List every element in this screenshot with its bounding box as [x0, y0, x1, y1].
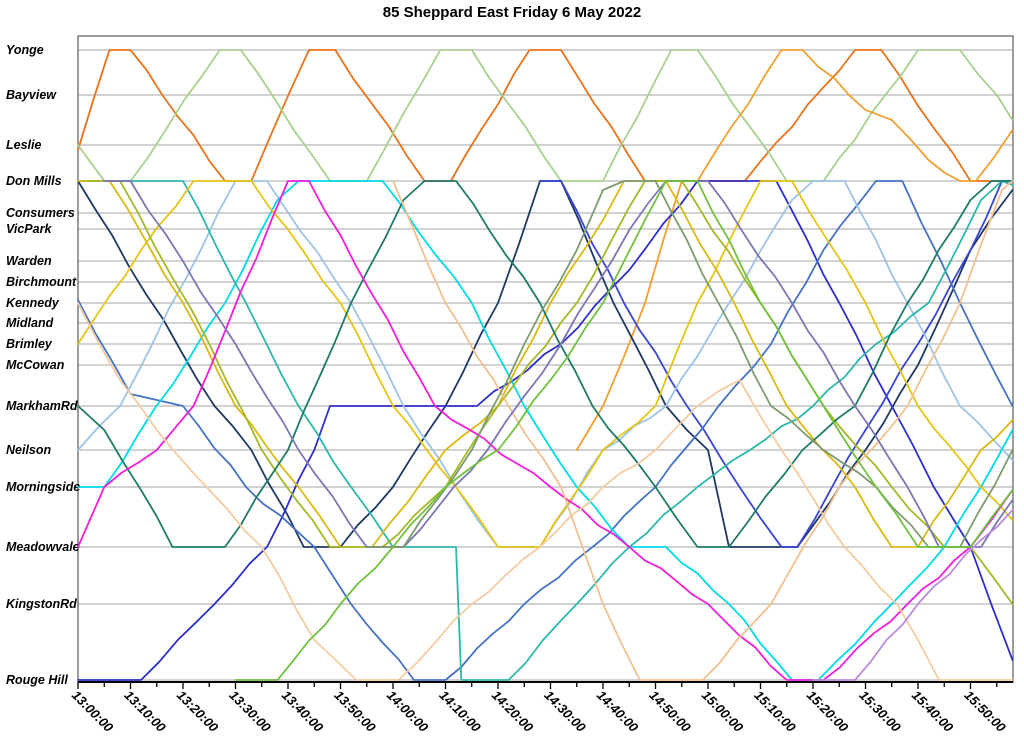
station-label-don-mills: Don Mills [6, 174, 62, 188]
station-label-rouge-hill: Rouge Hill [6, 673, 68, 687]
series-vehicle-royal-blue-2 [539, 180, 1014, 548]
series-vehicle-cornflower [77, 180, 1014, 681]
station-label-vicpark: VicPark [6, 222, 52, 236]
station-label-leslie: Leslie [6, 138, 41, 152]
station-label-birchmount: Birchmount [6, 275, 77, 289]
station-label-markhamrd: MarkhamRd [6, 399, 78, 413]
x-tick-label: 14:50:00 [646, 688, 694, 736]
station-label-neilson: Neilson [6, 443, 52, 457]
station-label-midland: Midland [6, 316, 54, 330]
plot-frame [77, 35, 1014, 683]
series-vehicle-royal-blue [77, 180, 1014, 681]
x-tick-label: 15:10:00 [751, 688, 799, 736]
x-tick-label: 14:10:00 [436, 688, 484, 736]
series-vehicle-cyan [77, 180, 1014, 681]
series-yonge-shuttle-green [77, 49, 1014, 182]
x-tick-label: 14:30:00 [541, 688, 589, 736]
series-vehicle-slate [103, 180, 1014, 548]
series-yonge-shuttle-orange [77, 49, 1014, 182]
x-tick-label: 13:30:00 [226, 688, 274, 736]
x-tick-label: 14:40:00 [594, 688, 642, 736]
series-vehicle-peach-b [392, 180, 1014, 681]
station-label-morningside: Morningside [6, 480, 80, 494]
series-vehicle-peach-a [77, 302, 1014, 681]
x-tick-label: 15:50:00 [961, 688, 1009, 736]
x-tick-label: 15:20:00 [804, 688, 852, 736]
series-vehicle-magenta [77, 180, 1014, 681]
x-tick-label: 13:20:00 [174, 688, 222, 736]
station-label-consumers: Consumers [6, 206, 75, 220]
series-vehicle-orchid [812, 509, 1014, 681]
x-tick-label: 13:50:00 [331, 688, 379, 736]
x-tick-label: 15:30:00 [856, 688, 904, 736]
station-label-kennedy: Kennedy [6, 296, 60, 310]
station-label-meadowvale: Meadowvale [6, 540, 80, 554]
series-vehicle-green [234, 180, 1014, 681]
x-tick-label: 15:00:00 [699, 688, 747, 736]
series-vehicle-navy [77, 180, 1014, 548]
series-vehicle-sage [365, 180, 1014, 548]
chart-title: 85 Sheppard East Friday 6 May 2022 [382, 4, 642, 21]
x-tick-label: 13:40:00 [279, 688, 327, 736]
series-vehicle-gold-b [77, 180, 1014, 548]
station-label-yonge: Yonge [6, 43, 44, 57]
x-tick-label: 14:20:00 [489, 688, 537, 736]
series-vehicle-sky-blue [77, 180, 1014, 548]
x-tick-label: 15:40:00 [909, 688, 957, 736]
series-vehicle-dark-teal [77, 180, 1014, 548]
station-label-warden: Warden [6, 254, 52, 268]
station-label-kingstonrd: KingstonRd [6, 597, 77, 611]
x-tick-label: 13:00:00 [69, 688, 117, 736]
station-label-bayview: Bayview [6, 88, 57, 102]
series-vehicle-olive [87, 180, 1014, 605]
series-yonge-shuttle-amber [575, 49, 1014, 451]
series-vehicle-gold-a [77, 180, 1014, 548]
station-label-brimley: Brimley [6, 337, 53, 351]
x-tick-label: 13:10:00 [121, 688, 169, 736]
station-label-mccowan: McCowan [6, 358, 65, 372]
x-tick-label: 14:00:00 [384, 688, 432, 736]
